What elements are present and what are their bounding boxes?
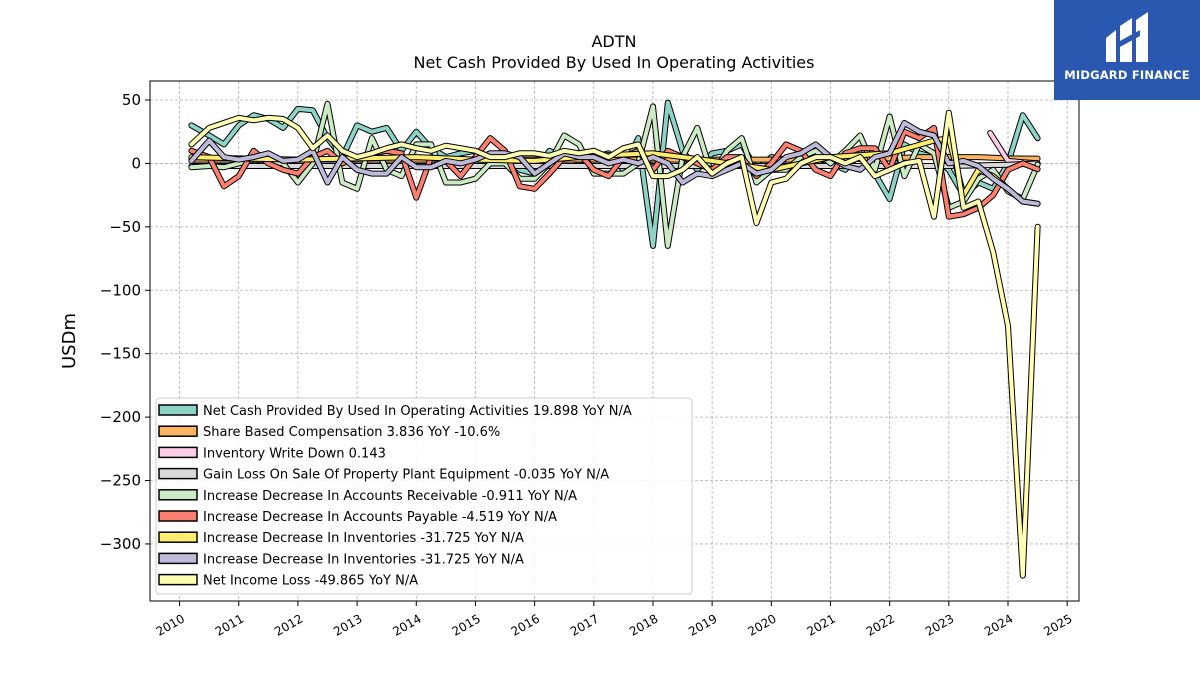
y-tick-label: 50 [122,91,141,109]
series-8-line [189,110,1040,578]
x-tick-label: 2025 [1041,611,1074,638]
legend-label: Increase Decrease In Inventories -31.725… [203,552,524,567]
x-tick-label: 2015 [449,611,482,638]
x-tick-label: 2020 [745,611,778,638]
legend-label: Increase Decrease In Inventories -31.725… [203,531,524,546]
y-tick-label: −150 [100,345,141,363]
logo-text: MIDGARD FINANCE [1064,68,1190,82]
y-axis-ticks: 50 0 −50 −100 −150 −200 −250 −300 [100,91,150,553]
x-tick-label: 2016 [509,611,542,638]
y-tick-label: 0 [131,154,141,172]
legend-label: Share Based Compensation 3.836 YoY -10.6… [203,425,500,440]
series-7-line [189,120,1040,206]
plot-frame [149,80,1080,602]
x-tick-label: 2014 [390,611,423,638]
y-tick-label: −50 [109,218,141,236]
x-tick-label: 2023 [923,611,956,638]
legend-swatch [158,510,198,522]
legend-label: Gain Loss On Sale Of Property Plant Equi… [203,468,609,483]
legend-swatch [158,552,198,565]
legend-swatch [158,573,198,586]
y-tick-label: −250 [100,472,141,490]
x-tick-label: 2012 [272,611,305,638]
chart-title: ADTN [591,32,636,51]
x-tick-label: 2019 [686,611,719,638]
legend-swatch [158,425,198,437]
legend-swatch [158,467,198,480]
legend-box [155,397,693,595]
y-axis-label: USDm [59,313,80,369]
legend-label: Net Cash Provided By Used In Operating A… [203,404,632,419]
legend: Net Cash Provided By Used In Operating A… [155,397,693,595]
x-tick-label: 2010 [154,611,187,638]
midgard-logo-icon [1106,12,1148,62]
plot-series [188,99,1041,579]
legend-label: Increase Decrease In Accounts Receivable… [203,489,577,504]
legend-label: Inventory Write Down 0.143 [203,446,386,461]
legend-label: Increase Decrease In Accounts Payable -4… [203,510,557,525]
y-tick-label: −100 [100,281,141,299]
y-tick-label: −300 [100,535,141,553]
legend-swatch [158,489,198,501]
x-tick-label: 2011 [213,611,246,638]
chart-subtitle: Net Cash Provided By Used In Operating A… [414,53,815,72]
x-axis-ticks: 2010 2011 2012 2013 2014 2015 2016 2017 2018 2019… [154,601,1075,639]
legend-swatch [158,446,198,459]
midgard-finance-logo: MIDGARD FINANCE [1054,0,1200,100]
legend-label: Net Income Loss -49.865 YoY N/A [203,574,418,589]
x-tick-label: 2022 [864,611,897,638]
x-tick-label: 2024 [982,611,1015,638]
x-tick-label: 2021 [805,611,838,638]
legend-swatch [158,404,198,416]
x-tick-label: 2013 [331,611,364,638]
x-tick-label: 2018 [627,611,660,638]
legend-swatch [158,531,198,543]
x-tick-label: 2017 [568,611,601,638]
y-tick-label: −200 [100,408,141,426]
